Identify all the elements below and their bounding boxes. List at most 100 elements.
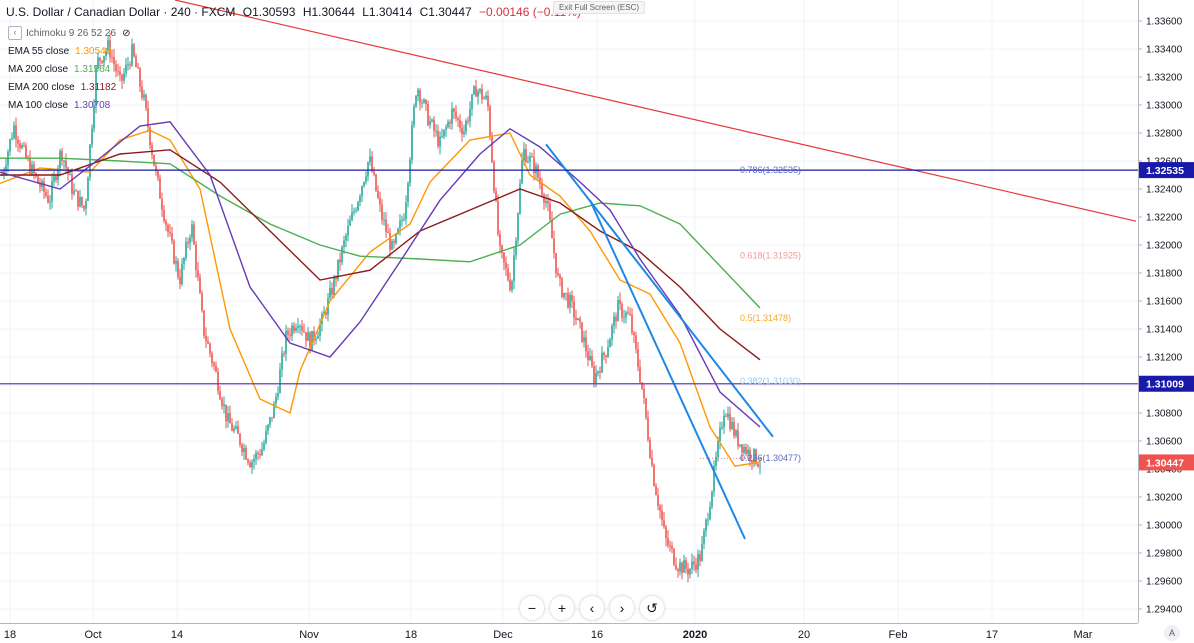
candle-body: [109, 40, 111, 58]
candle-body: [311, 330, 313, 351]
candle-body: [97, 57, 99, 69]
candle-body: [527, 161, 529, 163]
candle-body: [681, 562, 683, 573]
candle-body: [621, 303, 623, 318]
candle: [599, 366, 601, 380]
exit-fullscreen-button[interactable]: Exit Full Screen (ESC): [553, 1, 646, 14]
candle: [519, 179, 521, 215]
time-tick-label: 18: [405, 629, 417, 641]
candle: [607, 339, 609, 358]
eye-off-icon[interactable]: ⊘: [122, 28, 131, 39]
zoom-in-button[interactable]: +: [550, 596, 574, 620]
candle-body: [561, 278, 563, 297]
candle: [177, 258, 179, 280]
candle: [361, 185, 363, 203]
candle: [649, 436, 651, 460]
candle: [173, 239, 175, 265]
price-tick-label: 1.31400: [1146, 325, 1183, 336]
trendline-blue-upper: [545, 143, 774, 438]
candle: [377, 185, 379, 200]
candle: [671, 541, 673, 554]
candle-body: [219, 391, 221, 400]
legend-ema55[interactable]: EMA 55 close 1.30543: [8, 46, 112, 57]
candle: [133, 42, 135, 58]
candle: [73, 183, 75, 196]
time-tick-label: 14: [171, 629, 183, 641]
candle: [729, 406, 731, 432]
candle: [339, 252, 341, 271]
auto-scale-button[interactable]: A: [1164, 625, 1180, 641]
candle-body: [723, 415, 725, 428]
trendline-blue-lower: [589, 199, 746, 540]
candle: [265, 425, 267, 445]
candle: [209, 342, 211, 358]
candle: [547, 193, 549, 212]
time-tick-label: Nov: [299, 629, 319, 641]
scroll-left-button[interactable]: ‹: [580, 596, 604, 620]
candle: [687, 562, 689, 583]
candle: [5, 158, 7, 176]
legend-ma100[interactable]: MA 100 close 1.30708: [8, 100, 111, 111]
candle-body: [713, 465, 715, 492]
candle-body: [705, 519, 707, 531]
candle: [431, 118, 433, 123]
candle: [141, 80, 143, 101]
candle-body: [557, 273, 559, 276]
scroll-right-button[interactable]: ›: [610, 596, 634, 620]
candle-body: [251, 461, 253, 468]
fib-level-label: 0.786(1.32535): [740, 165, 801, 175]
candle: [503, 252, 505, 270]
collapse-icon[interactable]: ‹: [8, 26, 22, 41]
legend-ichimoku[interactable]: ‹ Ichimoku 9 26 52 26 ⊘: [8, 25, 130, 43]
candle: [461, 121, 463, 142]
candle: [583, 330, 585, 348]
candle-body: [487, 95, 489, 107]
candle-body: [129, 64, 131, 66]
candle-body: [459, 120, 461, 128]
candle: [233, 425, 235, 434]
candle-body: [313, 330, 315, 341]
candle: [51, 173, 53, 209]
candle: [123, 67, 125, 85]
legend-ema200[interactable]: EMA 200 close 1.31182: [8, 82, 117, 93]
candle: [499, 230, 501, 254]
candle-body: [453, 108, 455, 112]
candle: [435, 124, 437, 137]
candle-body: [581, 322, 583, 342]
candle-body: [589, 356, 591, 361]
time-tick-label: 2020: [683, 629, 707, 641]
reset-chart-button[interactable]: ↺: [640, 596, 664, 620]
candle-body: [731, 421, 733, 430]
candle-body: [547, 200, 549, 204]
legend-ma200[interactable]: MA 200 close 1.31564: [8, 64, 111, 75]
candle: [681, 561, 683, 580]
candle: [531, 152, 533, 158]
candle-body: [65, 160, 67, 168]
candle-body: [719, 427, 721, 441]
candle: [207, 336, 209, 345]
zoom-out-button[interactable]: −: [520, 596, 544, 620]
candle: [297, 318, 299, 334]
candle: [643, 383, 645, 405]
candle-body: [297, 326, 299, 328]
candle-body: [325, 312, 327, 315]
candle-body: [559, 275, 561, 279]
candle: [389, 227, 391, 258]
candle: [219, 385, 221, 401]
candle: [223, 396, 225, 414]
candle: [387, 223, 389, 234]
candle: [597, 370, 599, 377]
candle-body: [515, 240, 517, 256]
candle: [715, 451, 717, 471]
candle-body: [351, 212, 353, 221]
candle: [205, 327, 207, 348]
candle-body: [437, 130, 439, 147]
candle-body: [293, 325, 295, 331]
candle-body: [675, 564, 677, 570]
candle-body: [631, 314, 633, 333]
candle-body: [565, 292, 567, 294]
candle-body: [83, 205, 85, 209]
candle: [17, 135, 19, 152]
candle: [685, 557, 687, 574]
